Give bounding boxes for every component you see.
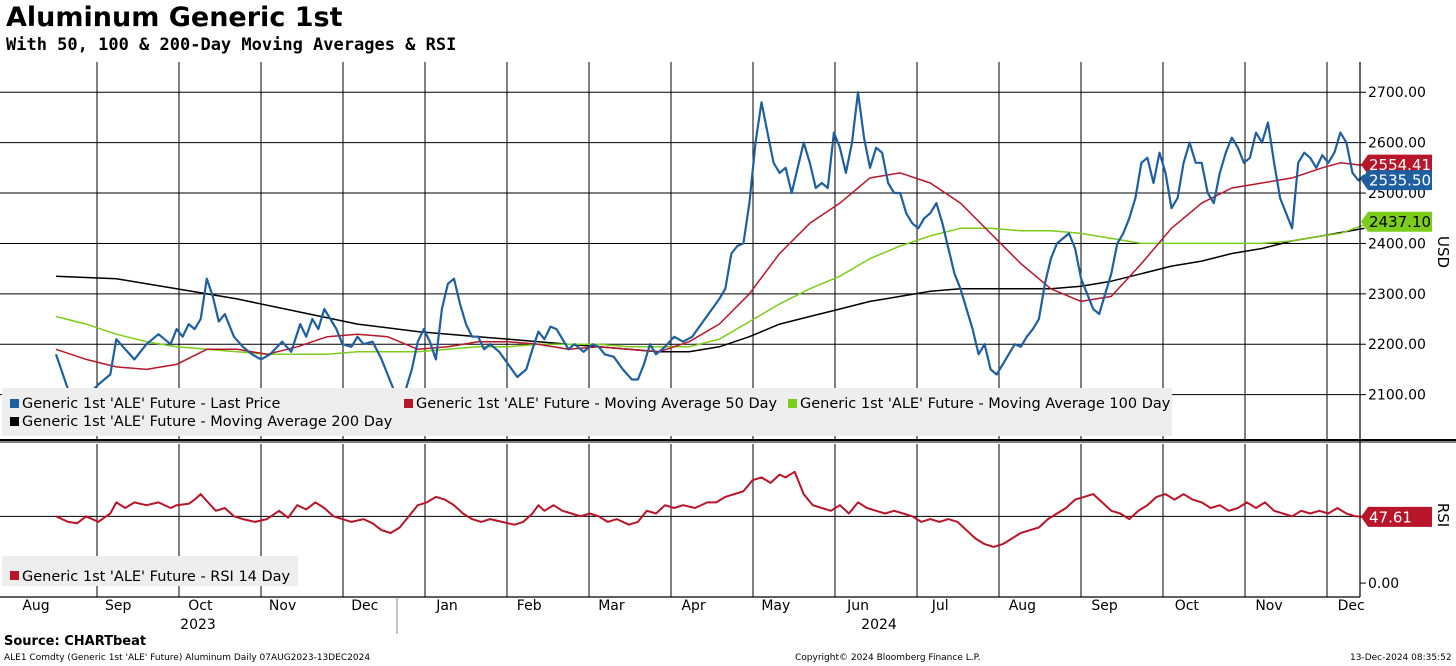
price-legend: Generic 1st 'ALE' Future - Last Price Gen…: [2, 388, 1172, 436]
page-title: Aluminum Generic 1st: [6, 2, 343, 33]
value-tag-last-price: 2535.50: [1361, 170, 1432, 191]
x-tick-label: Oct: [1175, 598, 1200, 614]
rsi-tick-label: 0.00: [1368, 576, 1399, 592]
value-tag-rsi-bg: [1361, 506, 1432, 527]
value-tag-ma100-bg: [1361, 211, 1432, 232]
legend-swatch-ma50: [404, 399, 413, 408]
price-tick-label: 2300.00: [1368, 287, 1426, 303]
footer-timestamp: 13-Dec-2024 08:35:52: [1350, 653, 1452, 663]
footer-left: ALE1 Comdty (Generic 1st 'ALE' Future) A…: [4, 653, 371, 663]
page-subtitle: With 50, 100 & 200-Day Moving Averages &…: [6, 35, 457, 55]
legend-label-last_price: Generic 1st 'ALE' Future - Last Price: [22, 396, 281, 412]
footer-copyright: Copyright© 2024 Bloomberg Finance L.P.: [795, 653, 981, 663]
x-tick-label: Jun: [846, 598, 869, 614]
rsi-lines: [55, 470, 1365, 548]
x-tick-label: Jul: [931, 598, 949, 614]
value-tag-ma50-bg: [1361, 154, 1432, 175]
price-tick-label: 2100.00: [1368, 388, 1426, 404]
x-tick-label: Sep: [1091, 598, 1118, 614]
x-tick-label: Dec: [351, 598, 378, 614]
series-line-ma100: [55, 223, 1365, 356]
value-tag-ma50: 2554.41: [1361, 154, 1432, 175]
value-tag-last-price-text: 2535.50: [1369, 172, 1431, 190]
series-line-last_price: [54, 91, 1366, 401]
legend-swatch-rsi: [10, 571, 19, 580]
price-tick-label: 2700.00: [1368, 85, 1426, 101]
axes: 2100.002200.002300.002400.002500.002600.…: [0, 62, 1456, 634]
x-tick-label: Sep: [105, 598, 132, 614]
source-label: Source: CHARTbeat: [4, 634, 147, 649]
year-label: 2024: [861, 617, 897, 633]
x-tick-label: Jan: [435, 598, 458, 614]
value-tag-ma100: 2437.10: [1361, 211, 1432, 232]
x-tick-label: Oct: [188, 598, 213, 614]
value-tag-rsi-text: 47.61: [1369, 508, 1412, 526]
price-tick-label: 2400.00: [1368, 236, 1426, 252]
year-label: 2023: [180, 617, 216, 633]
legend-label-ma50: Generic 1st 'ALE' Future - Moving Averag…: [416, 396, 778, 412]
x-tick-label: Mar: [598, 598, 625, 614]
value-tag-last-price-bg: [1361, 170, 1432, 191]
price-axis-label: USD: [1434, 236, 1452, 268]
legend-label-ma100: Generic 1st 'ALE' Future - Moving Averag…: [800, 396, 1171, 412]
rsi-legend: Generic 1st 'ALE' Future - RSI 14 Day: [2, 556, 298, 586]
rsi-axis-label: RSI: [1434, 503, 1452, 527]
x-tick-label: Apr: [681, 598, 705, 614]
legend-box: [2, 556, 298, 586]
legend-box: [2, 388, 1172, 436]
value-tag-ma100-text: 2437.10: [1369, 213, 1431, 231]
legend-label-ma200: Generic 1st 'ALE' Future - Moving Averag…: [22, 414, 393, 430]
series-line-ma50: [55, 162, 1365, 371]
x-tick-label: Feb: [517, 598, 542, 614]
x-tick-label: Nov: [1255, 598, 1282, 614]
series-line-rsi: [55, 470, 1365, 548]
price-grid: [0, 62, 1360, 440]
series-line-ma200: [55, 227, 1365, 353]
price-tick-label: 2200.00: [1368, 337, 1426, 353]
legend-swatch-last_price: [10, 399, 19, 408]
x-tick-label: Aug: [1009, 598, 1036, 614]
legend-swatch-ma100: [788, 399, 797, 408]
x-tick-label: Aug: [22, 598, 49, 614]
x-tick-label: Dec: [1338, 598, 1365, 614]
legend-swatch-ma200: [10, 417, 19, 426]
x-tick-label: May: [761, 598, 790, 614]
value-tag-ma50-text: 2554.41: [1369, 156, 1431, 174]
legend-label-rsi: Generic 1st 'ALE' Future - RSI 14 Day: [22, 569, 291, 585]
value-tag-rsi: 47.61: [1361, 506, 1432, 527]
x-tick-label: Nov: [269, 598, 296, 614]
price-tick-label: 2600.00: [1368, 136, 1426, 152]
price-lines: [54, 91, 1366, 401]
